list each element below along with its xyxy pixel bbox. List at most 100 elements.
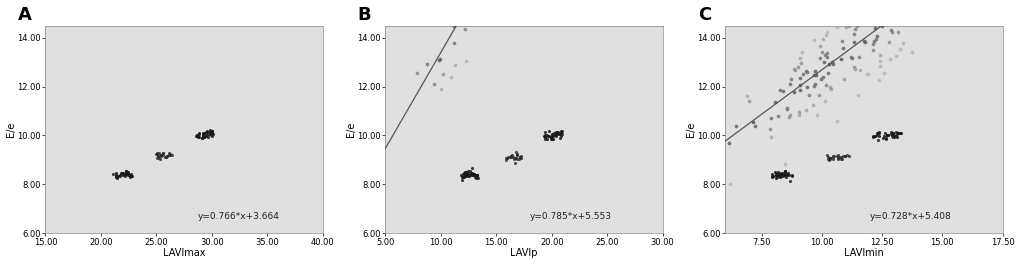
Point [459, 174, 475, 178]
Point [816, 33, 833, 37]
Point [457, 174, 473, 178]
Point [502, 155, 519, 159]
Point [823, 157, 840, 161]
Point [836, 154, 852, 158]
Point [460, 173, 476, 178]
Point [871, 53, 888, 58]
Point [200, 132, 216, 136]
Point [821, 156, 838, 160]
Point [871, 64, 888, 68]
Point [120, 171, 137, 176]
Point [199, 133, 215, 137]
Point [464, 166, 480, 171]
Point [502, 154, 519, 158]
Point [502, 154, 519, 158]
Point [774, 89, 791, 93]
Point [892, 130, 908, 135]
Point [122, 173, 139, 178]
Point [879, 133, 896, 137]
Point [506, 161, 523, 165]
Point [846, 27, 862, 31]
Point [453, 175, 470, 179]
Point [832, 157, 848, 161]
Point [442, 74, 459, 79]
Point [460, 173, 476, 177]
Point [879, 40, 896, 44]
Point [198, 130, 214, 134]
Point [504, 155, 521, 159]
Point [811, 44, 827, 48]
Point [882, 130, 899, 134]
Point [507, 153, 524, 158]
Point [891, 131, 907, 135]
Point [882, 28, 899, 32]
Point [457, 170, 473, 175]
Point [805, 72, 821, 77]
Point [466, 175, 482, 180]
Point [537, 133, 553, 138]
Point [108, 174, 124, 178]
Point [764, 173, 781, 178]
Point [161, 153, 177, 157]
Point [828, 25, 845, 29]
Point [834, 38, 850, 43]
Point [775, 170, 792, 174]
Point [858, 72, 874, 77]
Point [829, 156, 846, 161]
Point [766, 169, 783, 174]
Point [884, 135, 901, 140]
Point [536, 134, 552, 138]
Point [887, 54, 903, 58]
Point [511, 155, 527, 159]
Point [768, 175, 785, 180]
Point [553, 129, 570, 133]
Point [836, 77, 852, 81]
Point [782, 178, 798, 183]
Point [794, 50, 810, 54]
Point [122, 175, 139, 179]
Point [762, 116, 779, 120]
Point [117, 172, 133, 176]
Point [108, 171, 124, 176]
Point [195, 134, 211, 139]
Point [776, 169, 793, 173]
Point [459, 172, 475, 176]
Point [769, 114, 786, 118]
Point [189, 133, 205, 137]
Point [161, 153, 177, 158]
Point [196, 131, 212, 135]
Point [462, 171, 478, 175]
Point [782, 113, 798, 117]
Point [746, 124, 762, 128]
Point [818, 153, 835, 158]
Text: y=0.766*x+3.664: y=0.766*x+3.664 [198, 212, 279, 221]
Point [468, 173, 484, 177]
Point [203, 130, 219, 135]
Point [845, 32, 861, 36]
Point [452, 173, 469, 177]
Point [845, 65, 861, 69]
Point [469, 173, 485, 177]
Point [775, 173, 792, 177]
Point [761, 126, 777, 131]
Point [876, 135, 893, 140]
Point [869, 131, 886, 135]
Point [776, 172, 793, 176]
Point [786, 68, 802, 72]
Point [434, 72, 450, 77]
Point [152, 157, 168, 161]
Point [190, 133, 206, 138]
Point [850, 93, 866, 97]
Point [112, 174, 128, 178]
Point [466, 172, 482, 177]
Point [508, 153, 525, 157]
Point [892, 47, 908, 51]
Point [196, 134, 212, 139]
Point [889, 132, 905, 136]
Point [542, 134, 558, 139]
Point [431, 57, 447, 61]
Point [467, 174, 483, 178]
Point [792, 60, 808, 65]
Point [769, 174, 786, 178]
Point [798, 85, 814, 89]
